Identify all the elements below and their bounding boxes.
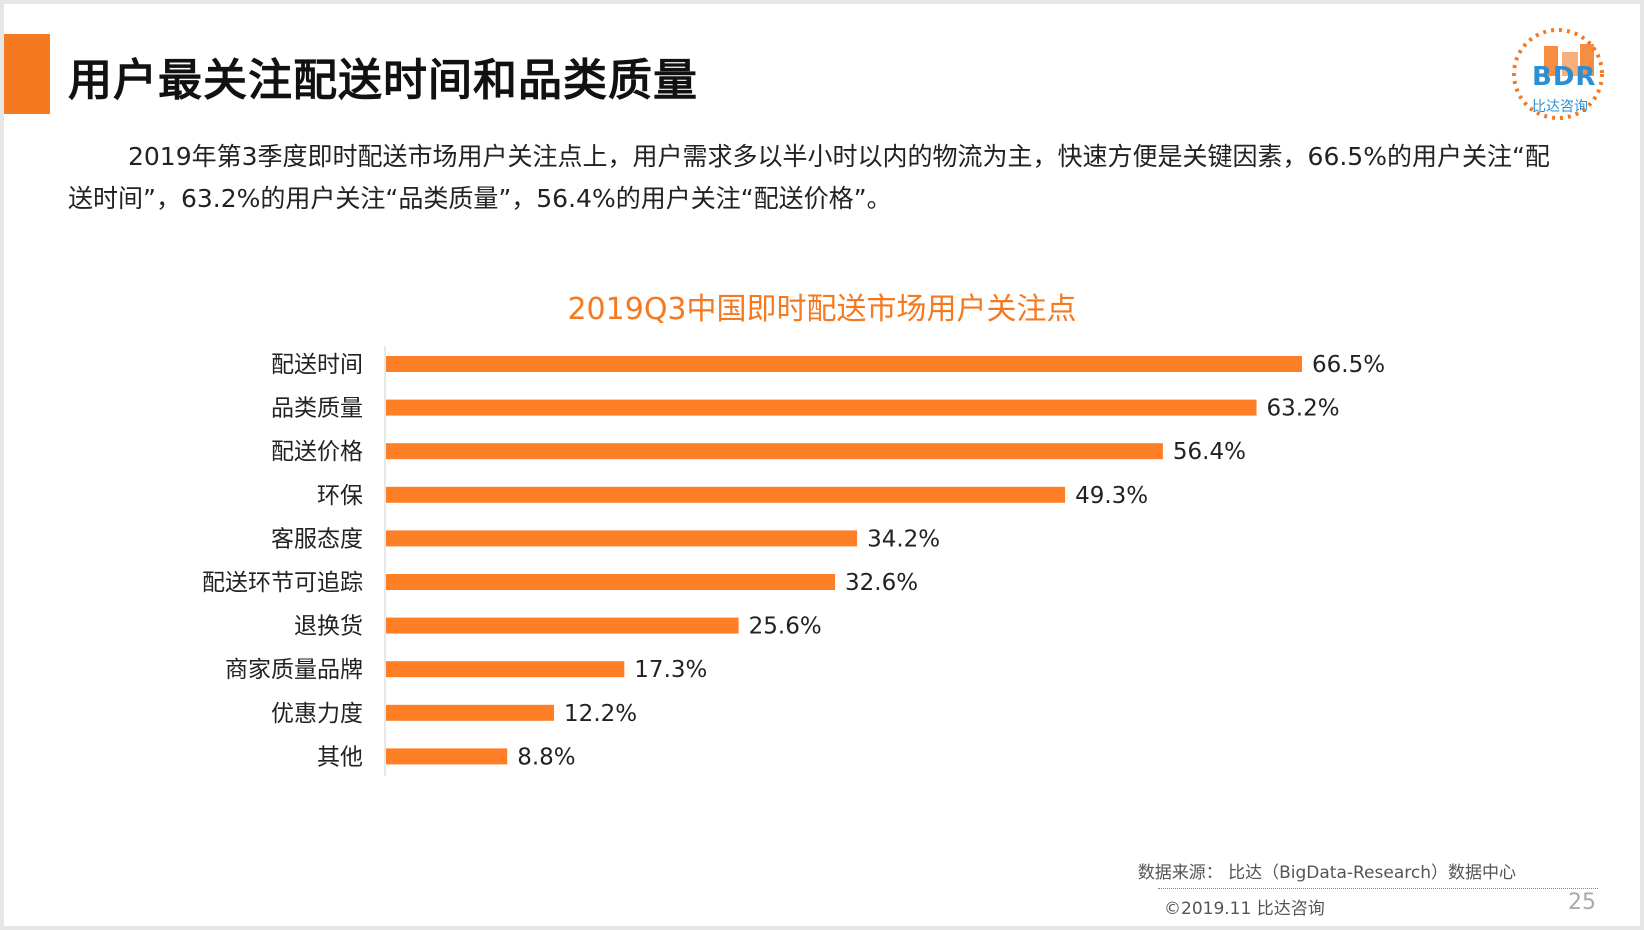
data-label: 49.3% bbox=[1075, 483, 1148, 509]
data-label: 25.6% bbox=[749, 614, 822, 640]
copyright: ©2019.11 比达咨询 bbox=[1164, 899, 1325, 919]
slide: 用户最关注配送时间和品类质量 BDR 比达咨询 2019年第3季度即时配送市场用… bbox=[4, 4, 1640, 926]
bar bbox=[386, 486, 1066, 503]
bar bbox=[386, 574, 836, 590]
bdr-logo: BDR 比达咨询 bbox=[1506, 22, 1616, 122]
logo-text: BDR bbox=[1532, 62, 1597, 92]
category-label: 配送环节可追踪 bbox=[202, 570, 363, 596]
data-label: 17.3% bbox=[634, 657, 707, 683]
bar bbox=[386, 617, 739, 634]
logo-subtext: 比达咨询 bbox=[1532, 99, 1588, 115]
category-label: 配送时间 bbox=[271, 352, 363, 378]
page-title: 用户最关注配送时间和品类质量 bbox=[68, 55, 698, 106]
category-label: 环保 bbox=[317, 483, 363, 509]
category-label: 优惠力度 bbox=[271, 701, 363, 727]
data-label: 12.2% bbox=[564, 701, 637, 727]
footer-divider bbox=[1158, 888, 1598, 889]
title-accent-bar bbox=[4, 34, 50, 114]
category-label: 其他 bbox=[317, 744, 363, 770]
page-number: 25 bbox=[1568, 890, 1596, 915]
data-label: 56.4% bbox=[1173, 439, 1246, 465]
category-label: 品类质量 bbox=[271, 396, 363, 422]
category-label: 商家质量品牌 bbox=[225, 657, 363, 683]
bar bbox=[386, 748, 508, 765]
data-label: 34.2% bbox=[867, 526, 940, 552]
logo-graphic-icon bbox=[1512, 28, 1604, 120]
bar bbox=[386, 399, 1257, 416]
bar bbox=[386, 704, 555, 721]
bar bbox=[386, 356, 1302, 372]
data-label: 63.2% bbox=[1267, 396, 1340, 422]
chart-title: 2019Q3中国即时配送市场用户关注点 bbox=[567, 292, 1077, 327]
data-source: 数据来源： 比达（BigData-Research）数据中心 bbox=[1137, 863, 1516, 883]
data-label: 66.5% bbox=[1312, 352, 1385, 378]
bar-chart: 配送时间 66.5% 品类质量 63.2% 配送价格 56.4% 环保 49.3% 客服态度 34… bbox=[202, 346, 1385, 776]
bar bbox=[386, 530, 858, 547]
bar bbox=[386, 661, 625, 678]
summary-text: 2019年第3季度即时配送市场用户关注点上，用户需求多以半小时以内的物流为主，快… bbox=[68, 142, 1550, 213]
bar bbox=[386, 443, 1163, 460]
category-label: 客服态度 bbox=[271, 526, 363, 552]
category-label: 退换货 bbox=[294, 614, 363, 640]
data-label: 8.8% bbox=[517, 744, 575, 770]
data-label: 32.6% bbox=[845, 570, 918, 596]
category-label: 配送价格 bbox=[271, 439, 363, 465]
